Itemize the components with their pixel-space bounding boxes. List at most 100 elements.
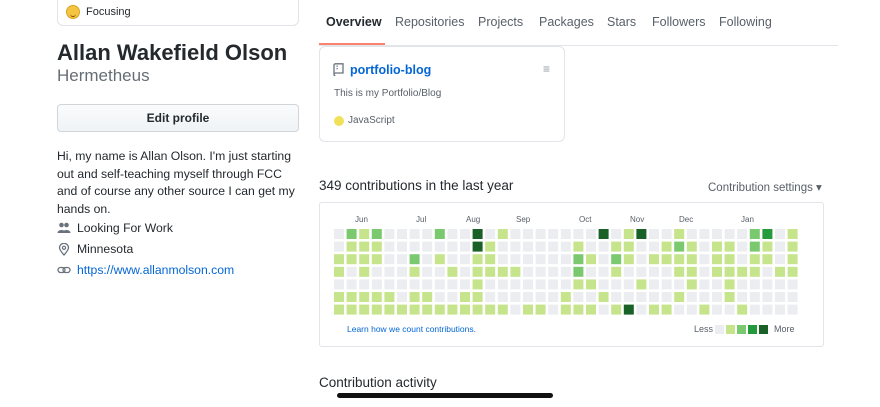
contribution-day[interactable] — [346, 229, 357, 239]
contribution-day[interactable] — [573, 254, 584, 265]
contribution-day[interactable] — [699, 266, 710, 277]
contribution-day[interactable] — [535, 266, 546, 277]
contribution-day[interactable] — [649, 241, 659, 252]
contribution-day[interactable] — [434, 292, 445, 302]
contribution-day[interactable] — [623, 292, 634, 302]
contribution-day[interactable] — [334, 279, 344, 290]
contribution-day[interactable] — [434, 304, 445, 315]
contribution-day[interactable] — [334, 254, 344, 265]
tab-repositories[interactable]: Repositories — [395, 15, 465, 29]
contribution-day[interactable] — [598, 292, 609, 302]
contribution-day[interactable] — [737, 279, 748, 290]
contribution-day[interactable] — [623, 229, 634, 239]
contribution-day[interactable] — [409, 279, 420, 290]
contribution-day[interactable] — [749, 254, 760, 265]
contribution-day[interactable] — [586, 292, 596, 302]
contribution-day[interactable] — [346, 279, 357, 290]
contribution-day[interactable] — [598, 304, 609, 315]
contribution-day[interactable] — [636, 292, 647, 302]
contribution-day[interactable] — [371, 304, 382, 315]
contribution-day[interactable] — [384, 279, 395, 290]
contribution-day[interactable] — [737, 292, 748, 302]
contribution-day[interactable] — [422, 241, 433, 252]
contribution-day[interactable] — [699, 254, 710, 265]
contribution-day[interactable] — [586, 266, 596, 277]
contribution-day[interactable] — [737, 229, 748, 239]
contribution-day[interactable] — [523, 241, 533, 252]
contribution-day[interactable] — [472, 229, 483, 239]
contribution-day[interactable] — [434, 254, 445, 265]
contribution-day[interactable] — [724, 292, 735, 302]
contribution-day[interactable] — [409, 241, 420, 252]
contribution-day[interactable] — [762, 241, 773, 252]
contribution-day[interactable] — [384, 229, 395, 239]
contribution-day[interactable] — [560, 279, 571, 290]
contribution-day[interactable] — [422, 229, 433, 239]
contribution-day[interactable] — [775, 229, 785, 239]
contribution-day[interactable] — [485, 279, 496, 290]
contribution-day[interactable] — [686, 304, 697, 315]
contribution-day[interactable] — [762, 292, 773, 302]
pinned-repo-name[interactable]: portfolio-blog — [350, 63, 432, 77]
contribution-day[interactable] — [712, 254, 722, 265]
contribution-day[interactable] — [384, 304, 395, 315]
contribution-day[interactable] — [535, 254, 546, 265]
contribution-day[interactable] — [712, 241, 722, 252]
contribution-day[interactable] — [674, 266, 685, 277]
contribution-day[interactable] — [497, 241, 508, 252]
contribution-day[interactable] — [497, 254, 508, 265]
contribution-day[interactable] — [762, 266, 773, 277]
contribution-day[interactable] — [560, 304, 571, 315]
contribution-day[interactable] — [699, 241, 710, 252]
contribution-day[interactable] — [472, 279, 483, 290]
contribution-day[interactable] — [472, 304, 483, 315]
contribution-day[interactable] — [535, 229, 546, 239]
contribution-day[interactable] — [497, 292, 508, 302]
contribution-day[interactable] — [787, 304, 798, 315]
contribution-day[interactable] — [422, 292, 433, 302]
contribution-day[interactable] — [762, 304, 773, 315]
drag-handle-icon[interactable]: ≡ — [542, 62, 550, 76]
contribution-day[interactable] — [334, 292, 344, 302]
contribution-day[interactable] — [397, 292, 407, 302]
edit-profile-button[interactable]: Edit profile — [57, 104, 299, 132]
contribution-day[interactable] — [611, 304, 622, 315]
contribution-day[interactable] — [397, 266, 407, 277]
contribution-day[interactable] — [359, 266, 370, 277]
contribution-day[interactable] — [649, 229, 659, 239]
contribution-day[interactable] — [447, 304, 458, 315]
contribution-day[interactable] — [749, 292, 760, 302]
contribution-day[interactable] — [523, 292, 533, 302]
contribution-day[interactable] — [611, 279, 622, 290]
contribution-day[interactable] — [674, 292, 685, 302]
contribution-day[interactable] — [472, 292, 483, 302]
contribution-day[interactable] — [510, 279, 521, 290]
contribution-day[interactable] — [371, 266, 382, 277]
contribution-day[interactable] — [623, 279, 634, 290]
contribution-day[interactable] — [384, 266, 395, 277]
contribution-day[interactable] — [359, 292, 370, 302]
contribution-day[interactable] — [434, 229, 445, 239]
contribution-day[interactable] — [447, 292, 458, 302]
contribution-day[interactable] — [598, 279, 609, 290]
contribution-day[interactable] — [775, 266, 785, 277]
contribution-day[interactable] — [485, 292, 496, 302]
contribution-day[interactable] — [359, 279, 370, 290]
contribution-day[interactable] — [535, 304, 546, 315]
contribution-day[interactable] — [371, 241, 382, 252]
contribution-day[interactable] — [460, 229, 470, 239]
contribution-day[interactable] — [485, 266, 496, 277]
contribution-day[interactable] — [649, 292, 659, 302]
contribution-day[interactable] — [686, 279, 697, 290]
contribution-day[interactable] — [371, 229, 382, 239]
contribution-day[interactable] — [460, 304, 470, 315]
contribution-day[interactable] — [661, 254, 672, 265]
contribution-day[interactable] — [397, 304, 407, 315]
contribution-day[interactable] — [485, 254, 496, 265]
contribution-day[interactable] — [523, 229, 533, 239]
status-box[interactable]: Focusing — [57, 0, 299, 26]
contribution-day[interactable] — [598, 229, 609, 239]
contribution-day[interactable] — [787, 254, 798, 265]
contribution-day[interactable] — [712, 229, 722, 239]
contribution-day[interactable] — [674, 254, 685, 265]
